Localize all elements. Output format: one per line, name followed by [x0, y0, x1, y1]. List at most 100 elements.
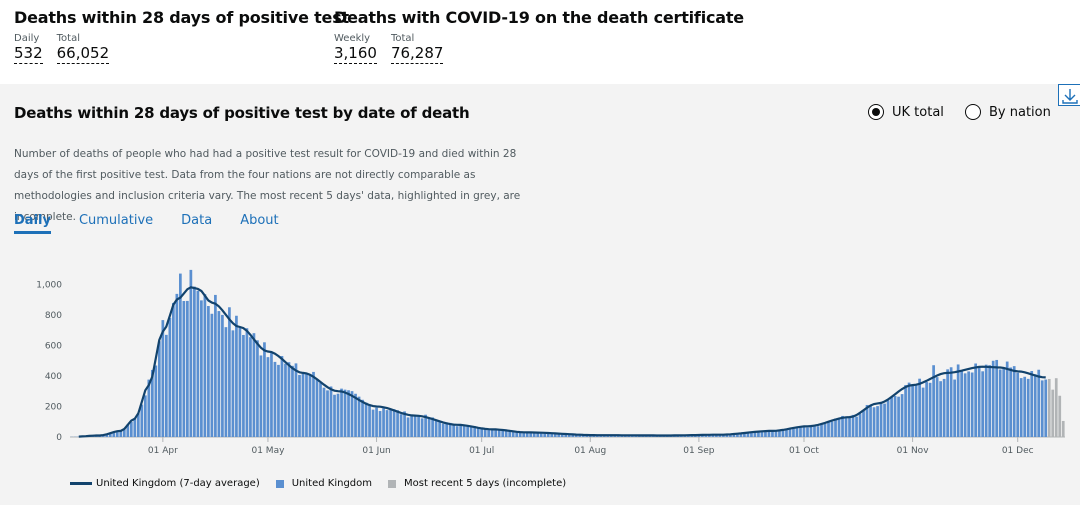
- bar-uk[interactable]: [343, 389, 347, 437]
- bar-uk[interactable]: [228, 307, 231, 437]
- bar-uk[interactable]: [476, 428, 480, 437]
- bar-uk[interactable]: [466, 425, 470, 437]
- bar-uk[interactable]: [291, 365, 294, 437]
- bar-uk[interactable]: [820, 424, 823, 437]
- bar-uk[interactable]: [413, 415, 417, 437]
- bar-uk[interactable]: [385, 410, 389, 437]
- bar-uk[interactable]: [970, 372, 974, 437]
- bar-uk[interactable]: [739, 433, 743, 437]
- bar-uk[interactable]: [518, 432, 522, 437]
- bar-uk[interactable]: [298, 374, 301, 437]
- bar-uk[interactable]: [862, 410, 865, 437]
- bar-uk[interactable]: [480, 427, 484, 437]
- bar-uk[interactable]: [1016, 372, 1020, 437]
- bar-uk[interactable]: [911, 385, 914, 437]
- bar-uk[interactable]: [764, 431, 767, 437]
- bar-uk[interactable]: [168, 317, 172, 437]
- bar-uk[interactable]: [967, 371, 971, 437]
- bar-uk[interactable]: [963, 373, 967, 437]
- bar-uk[interactable]: [953, 379, 956, 437]
- bar-uk[interactable]: [417, 416, 420, 437]
- bar-uk[interactable]: [827, 421, 830, 437]
- bar-uk[interactable]: [872, 407, 876, 437]
- radio-by-nation[interactable]: By nation: [965, 104, 1051, 120]
- bar-uk[interactable]: [203, 294, 207, 437]
- bar-uk[interactable]: [270, 353, 273, 437]
- bar-uk[interactable]: [186, 300, 189, 437]
- bar-uk[interactable]: [294, 363, 298, 437]
- bar-uk[interactable]: [224, 327, 228, 437]
- bar-uk[interactable]: [322, 387, 326, 437]
- bar-uk[interactable]: [448, 422, 452, 437]
- bar-uk[interactable]: [1026, 378, 1030, 437]
- bar-uk[interactable]: [571, 434, 575, 437]
- bar-uk[interactable]: [333, 394, 336, 437]
- bar-uk[interactable]: [802, 426, 806, 437]
- bar-uk[interactable]: [284, 363, 287, 437]
- bar-uk[interactable]: [497, 429, 501, 437]
- bar-uk[interactable]: [245, 328, 249, 437]
- bar-uk[interactable]: [890, 396, 893, 437]
- bar-uk[interactable]: [830, 421, 834, 437]
- bar-uk[interactable]: [785, 428, 788, 437]
- bar-uk[interactable]: [546, 433, 550, 437]
- bar-uk[interactable]: [336, 393, 340, 437]
- bar-uk[interactable]: [974, 363, 978, 437]
- metric-value[interactable]: 3,160: [334, 44, 377, 64]
- bar-uk[interactable]: [532, 432, 536, 437]
- bar-uk[interactable]: [988, 365, 992, 437]
- bar-uk[interactable]: [743, 432, 746, 437]
- bar-uk[interactable]: [378, 411, 382, 437]
- bar-uk[interactable]: [799, 426, 802, 437]
- bar-uk[interactable]: [490, 430, 494, 437]
- bar-uk[interactable]: [729, 434, 732, 437]
- bar-uk[interactable]: [574, 434, 578, 437]
- bar-uk[interactable]: [410, 416, 413, 437]
- bar-uk[interactable]: [529, 432, 533, 437]
- bar-uk[interactable]: [136, 413, 140, 437]
- bar-uk[interactable]: [981, 371, 985, 437]
- bar-uk[interactable]: [280, 356, 284, 437]
- bar-uk[interactable]: [108, 432, 112, 437]
- metric-value[interactable]: 532: [14, 44, 43, 64]
- bar-uk[interactable]: [364, 402, 368, 437]
- bar-uk[interactable]: [277, 364, 280, 437]
- bar-uk[interactable]: [452, 425, 455, 437]
- bar-uk[interactable]: [865, 404, 869, 437]
- bar-uk[interactable]: [508, 431, 512, 437]
- bar-uk[interactable]: [217, 311, 221, 437]
- bar-uk[interactable]: [998, 369, 1002, 437]
- bar-uk[interactable]: [406, 417, 410, 437]
- bar-uk[interactable]: [263, 342, 266, 437]
- bar-uk[interactable]: [1040, 380, 1044, 437]
- bar-uk[interactable]: [375, 407, 378, 437]
- bar-uk[interactable]: [326, 390, 329, 437]
- bar-uk[interactable]: [445, 422, 448, 437]
- bar-uk[interactable]: [918, 378, 921, 437]
- bar-uk[interactable]: [539, 432, 543, 437]
- tab-about[interactable]: About: [240, 213, 279, 228]
- bar-uk[interactable]: [921, 387, 925, 437]
- bar-uk[interactable]: [904, 385, 907, 437]
- bar-uk[interactable]: [115, 431, 119, 437]
- bar-uk[interactable]: [133, 418, 137, 437]
- bar-uk[interactable]: [753, 431, 757, 437]
- bar-uk[interactable]: [157, 341, 161, 437]
- metric-value[interactable]: 76,287: [390, 44, 444, 64]
- bar-uk[interactable]: [715, 434, 718, 437]
- bar-uk[interactable]: [242, 334, 245, 437]
- bar-uk[interactable]: [350, 391, 354, 437]
- radio-uk-total[interactable]: UK total: [868, 104, 944, 120]
- bar-uk[interactable]: [424, 414, 427, 437]
- bar-uk[interactable]: [214, 294, 217, 437]
- bar-uk[interactable]: [893, 395, 897, 437]
- bar-uk[interactable]: [193, 286, 196, 437]
- bar-uk[interactable]: [806, 427, 809, 437]
- tab-cumulative[interactable]: Cumulative: [78, 213, 154, 228]
- bar-uk[interactable]: [266, 357, 270, 437]
- bar-uk[interactable]: [182, 300, 186, 437]
- bar-uk[interactable]: [858, 413, 862, 437]
- bar-uk[interactable]: [399, 414, 403, 437]
- bar-uk[interactable]: [907, 382, 911, 437]
- bar-uk[interactable]: [553, 433, 557, 437]
